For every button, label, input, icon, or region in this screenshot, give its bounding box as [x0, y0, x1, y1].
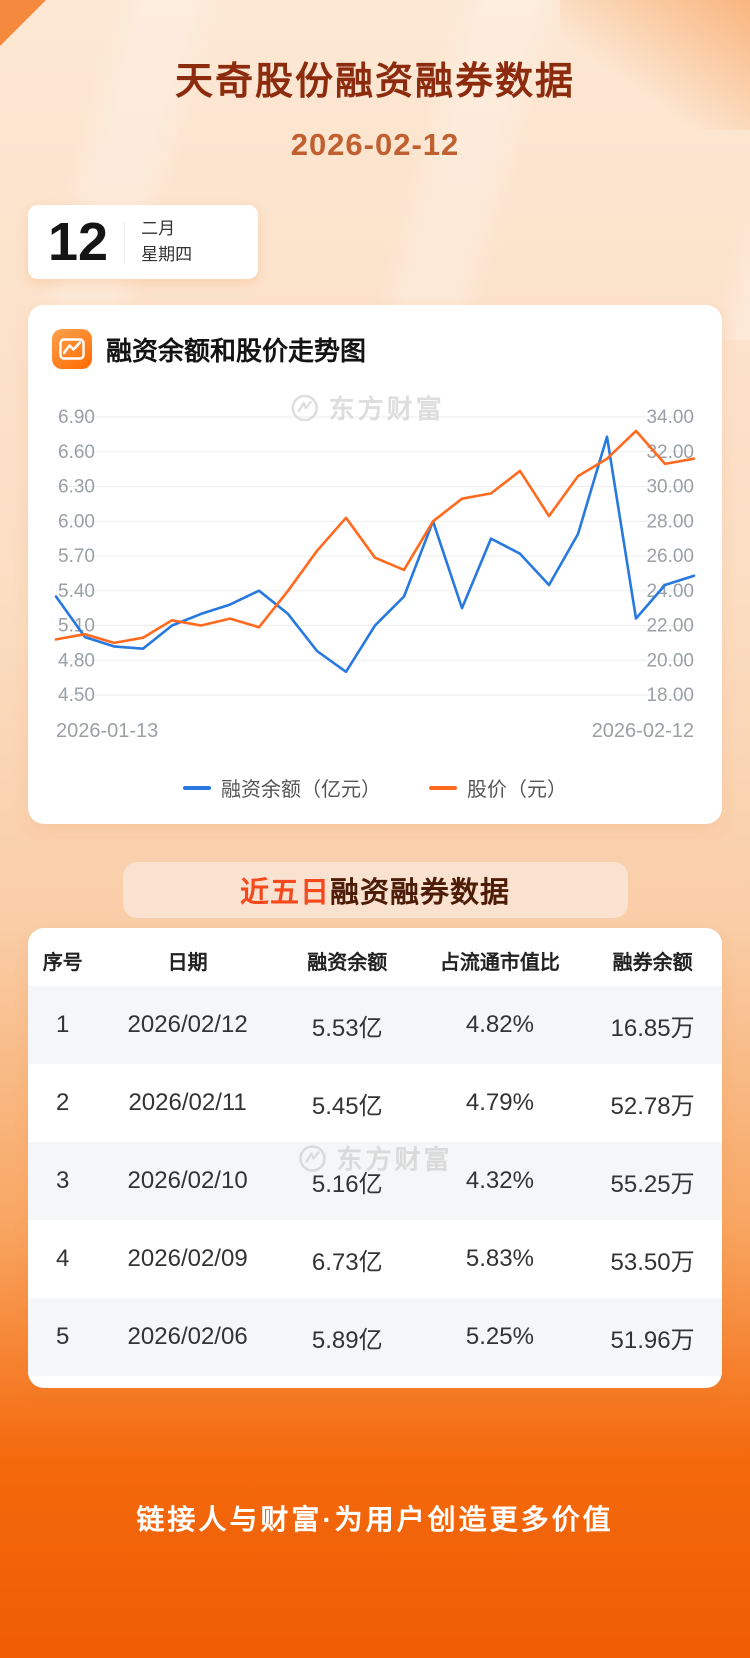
table-cell: 16.85万 [610, 1014, 695, 1042]
table-cell: 5.53亿 [311, 1014, 383, 1042]
table-cell: 4 [56, 1245, 70, 1272]
table-cell: 53.50万 [610, 1248, 695, 1276]
right-axis-tick-label: 24.00 [646, 581, 694, 602]
table-row: 5 2026/02/06 5.89亿 5.25% 51.96万 [28, 1298, 722, 1376]
table-body: 1 2026/02/12 5.53亿 4.82% 16.85万 2 2026/02/11 5.… [28, 986, 722, 1376]
chart-area: 东方财富 6.90 34.00 6.60 32.00 6.30 30.00 6.00 28.0… [52, 393, 698, 761]
table-cell: 5 [56, 1323, 70, 1350]
table-column-header: 融资余额 [307, 951, 388, 974]
left-axis-tick-label: 4.80 [58, 650, 95, 671]
left-axis-tick-label: 6.30 [58, 477, 95, 498]
legend-label: 股价（元） [467, 779, 567, 801]
page-date: 2026-02-12 [290, 127, 460, 162]
table-cell: 5.89亿 [311, 1326, 383, 1354]
table-cell: 2026/02/09 [127, 1245, 248, 1272]
table-title-highlight: 近五日 [239, 877, 330, 909]
right-axis-tick-label: 28.00 [646, 511, 694, 532]
trend-chart-svg: 6.90 34.006.60 32.006.30 30.006.00 28.005.70… [54, 407, 696, 742]
date-month-weekday: 二月 星期四 [125, 216, 192, 269]
legend-swatch [429, 785, 457, 790]
series-line-1 [54, 429, 696, 645]
x-axis-end-label: 2026-02-12 [592, 720, 694, 742]
left-axis-tick-label: 5.40 [58, 581, 95, 602]
right-axis-tick-label: 34.00 [646, 407, 694, 428]
page-title: 天奇股份融资融券数据 [174, 61, 575, 103]
table-column-header: 占流通市值比 [439, 951, 560, 974]
legend-item-0[interactable]: 融资余额（亿元） [183, 773, 381, 802]
table-cell: 2026/02/11 [128, 1089, 247, 1116]
x-axis-start-label: 2026-01-13 [56, 720, 158, 742]
left-axis-tick-label: 5.70 [58, 546, 95, 567]
date-weekday: 星期四 [141, 245, 193, 264]
table-cell: 6.73亿 [311, 1248, 383, 1276]
table-row: 1 2026/02/12 5.53亿 4.82% 16.85万 [28, 986, 722, 1064]
left-axis-tick-label: 6.90 [58, 407, 95, 428]
left-axis-tick-label: 6.00 [58, 511, 95, 532]
table-card: 东方财富 序号 日期 融资余额 占流通市值比 融券余额 1 2026/02/12 5.53亿… [28, 928, 722, 1388]
table-cell: 2026/02/12 [127, 1011, 248, 1038]
table-cell: 5.45亿 [311, 1092, 383, 1120]
corner-ribbon-left [0, 0, 46, 46]
right-axis-tick-label: 18.00 [646, 685, 694, 706]
left-axis-tick-label: 6.60 [58, 442, 95, 463]
legend-item-1[interactable]: 股价（元） [429, 773, 567, 802]
right-axis-tick-label: 22.00 [646, 616, 694, 637]
right-axis-tick-label: 30.00 [646, 477, 694, 498]
table-banner: 近五日 融资融券数据 [122, 862, 628, 918]
table-cell: 4.82% [465, 1011, 534, 1038]
table-cell: 55.25万 [610, 1170, 695, 1198]
table-cell: 4.79% [465, 1089, 534, 1116]
table-cell: 1 [56, 1011, 70, 1038]
table-cell: 2026/02/10 [127, 1167, 248, 1194]
table-row: 3 2026/02/10 5.16亿 4.32% 55.25万 [28, 1142, 722, 1220]
table-cell: 5.25% [465, 1323, 534, 1350]
table-row: 2 2026/02/11 5.45亿 4.79% 52.78万 [28, 1064, 722, 1142]
trend-chart-icon [52, 329, 92, 369]
chart-card-header: 融资余额和股价走势图 [52, 329, 698, 369]
table-cell: 5.83% [465, 1245, 534, 1272]
date-day: 12 [48, 212, 109, 272]
chart-card: 融资余额和股价走势图 东方财富 6.90 34.00 6.60 32.00 6.30 30… [28, 305, 722, 824]
margin-data-table: 序号 日期 融资余额 占流通市值比 融券余额 1 2026/02/12 5.53亿 4.82%… [28, 934, 722, 1376]
right-axis-tick-label: 26.00 [646, 546, 694, 567]
table-cell: 2 [56, 1089, 70, 1116]
date-card: 12 二月 星期四 [28, 205, 258, 279]
table-column-header: 融券余额 [612, 951, 693, 974]
right-axis-tick-label: 20.00 [646, 650, 694, 671]
chart-title: 融资余额和股价走势图 [106, 335, 367, 366]
table-title-rest: 融资融券数据 [330, 877, 511, 909]
date-month: 二月 [141, 218, 176, 238]
table-column-header: 日期 [167, 951, 208, 974]
left-axis-tick-label: 4.50 [58, 685, 95, 706]
table-cell: 2026/02/06 [127, 1323, 248, 1350]
table-cell: 4.32% [465, 1167, 534, 1194]
date-card-divider [124, 221, 126, 263]
table-cell: 3 [56, 1167, 70, 1194]
footer-slogan: 链接人与财富·为用户创造更多价值 [136, 1504, 614, 1535]
table-cell: 51.96万 [610, 1326, 695, 1354]
table-cell: 52.78万 [610, 1092, 695, 1120]
table-cell: 5.16亿 [311, 1170, 383, 1198]
table-column-header: 序号 [42, 951, 83, 974]
legend-label: 融资余额（亿元） [221, 779, 381, 801]
series-line-0 [54, 435, 696, 674]
chart-legend: 融资余额（亿元） 股价（元） [52, 773, 698, 808]
legend-swatch [183, 785, 211, 790]
table-header-row: 序号 日期 融资余额 占流通市值比 融券余额 [28, 934, 722, 986]
table-row: 4 2026/02/09 6.73亿 5.83% 53.50万 [28, 1220, 722, 1298]
